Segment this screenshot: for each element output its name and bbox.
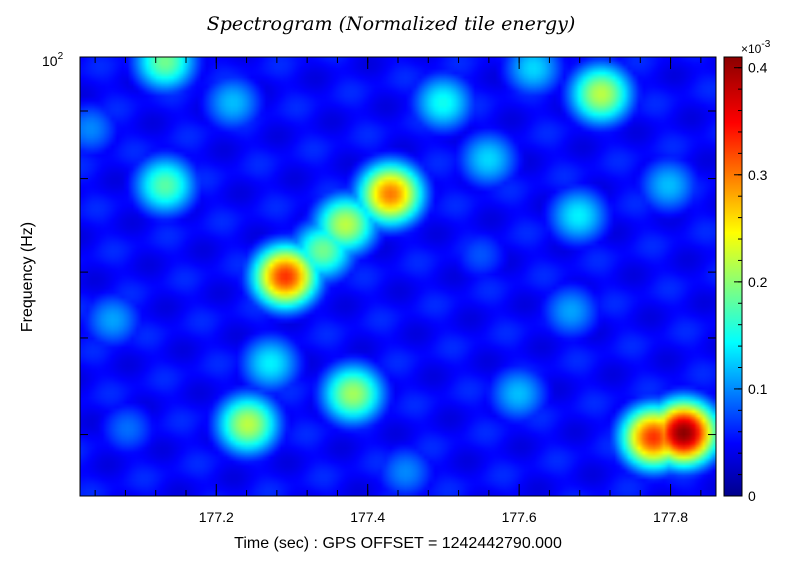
colorbar-gradient <box>723 56 743 497</box>
colorbar-tick-label: 0.1 <box>748 381 768 397</box>
x-tick-label: 177.2 <box>199 509 234 525</box>
colorbar-tick-label: 0 <box>748 488 756 504</box>
colorbar-tick-label: 0.2 <box>748 274 768 290</box>
chart-title: Spectrogram (Normalized tile energy) <box>207 13 576 35</box>
heatmap-image <box>80 57 716 496</box>
colorbar-multiplier: ×10-3 <box>741 39 771 56</box>
x-axis-label: Time (sec) : GPS OFFSET = 1242442790.000 <box>234 535 562 552</box>
colorbar-ticks: 0 0.1 0.2 0.3 0.4 <box>734 60 768 504</box>
x-axis-ticks: 177.2 177.4 177.6 177.8 <box>94 57 702 525</box>
colorbar-tick-label: 0.4 <box>748 60 768 76</box>
y-axis-ticks <box>80 56 716 436</box>
colorbar-tick-label: 0.3 <box>748 167 768 183</box>
y-axis-label: Frequency (Hz) <box>19 222 36 332</box>
x-tick-label: 177.8 <box>653 509 688 525</box>
plot-area: 177.2 177.4 177.6 177.8 <box>79 56 717 525</box>
y-tick-label-top: 102 <box>42 51 64 69</box>
x-tick-label: 177.4 <box>350 509 385 525</box>
x-tick-label: 177.6 <box>502 509 537 525</box>
colorbar: 0 0.1 0.2 0.3 0.4 ×10-3 <box>723 39 771 504</box>
